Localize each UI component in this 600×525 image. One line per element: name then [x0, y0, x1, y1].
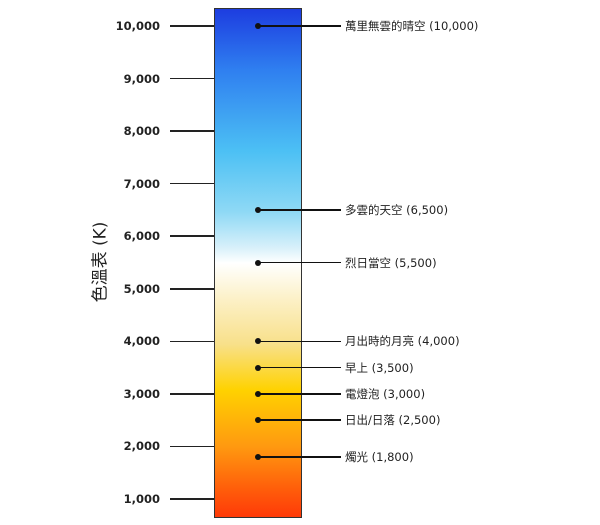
- marker-dot: [255, 417, 261, 424]
- tick-mark: [170, 130, 214, 132]
- tick-label: 9,000: [123, 71, 160, 86]
- marker-leader-line: [258, 456, 341, 458]
- tick-label: 5,000: [123, 281, 160, 296]
- marker-leader-line: [258, 419, 341, 421]
- marker-label: 早上 (3,500): [345, 360, 414, 375]
- tick-label: 8,000: [123, 124, 160, 139]
- marker-leader-line: [258, 340, 341, 343]
- tick-mark: [170, 393, 214, 395]
- tick-mark: [170, 77, 214, 80]
- marker-label: 日出/日落 (2,500): [345, 413, 441, 428]
- marker-dot: [255, 23, 261, 29]
- tick-label: 6,000: [123, 229, 160, 244]
- marker-label: 多雲的天空 (6,500): [345, 202, 449, 217]
- marker-dot: [255, 453, 261, 460]
- tick-label: 7,000: [123, 176, 160, 191]
- tick-label: 2,000: [123, 439, 160, 454]
- marker-leader-line: [258, 393, 341, 395]
- marker-label: 萬里無雲的晴空 (10,000): [345, 19, 479, 33]
- marker-leader-line: [258, 25, 341, 27]
- tick-mark: [170, 182, 214, 185]
- tick-label: 4,000: [123, 334, 160, 349]
- marker-dot: [255, 390, 261, 397]
- marker-leader-line: [258, 209, 341, 211]
- tick-mark: [170, 498, 214, 500]
- tick-mark: [170, 25, 214, 27]
- tick-mark: [170, 340, 214, 343]
- marker-leader-line: [258, 261, 341, 264]
- marker-leader-line: [258, 366, 341, 369]
- marker-label: 電燈泡 (3,000): [345, 386, 426, 401]
- tick-mark: [170, 445, 214, 448]
- marker-label: 月出時的月亮 (4,000): [345, 334, 460, 349]
- tick-label: 10,000: [115, 19, 160, 33]
- tick-mark: [170, 288, 214, 290]
- marker-dot: [255, 338, 261, 345]
- marker-dot: [255, 364, 261, 371]
- marker-dot: [255, 206, 261, 213]
- tick-label: 1,000: [123, 492, 160, 507]
- marker-label: 燭光 (1,800): [345, 449, 414, 464]
- tick-label: 3,000: [123, 386, 160, 401]
- marker-label: 烈日當空 (5,500): [345, 255, 437, 270]
- tick-mark: [170, 235, 214, 237]
- marker-dot: [255, 259, 261, 266]
